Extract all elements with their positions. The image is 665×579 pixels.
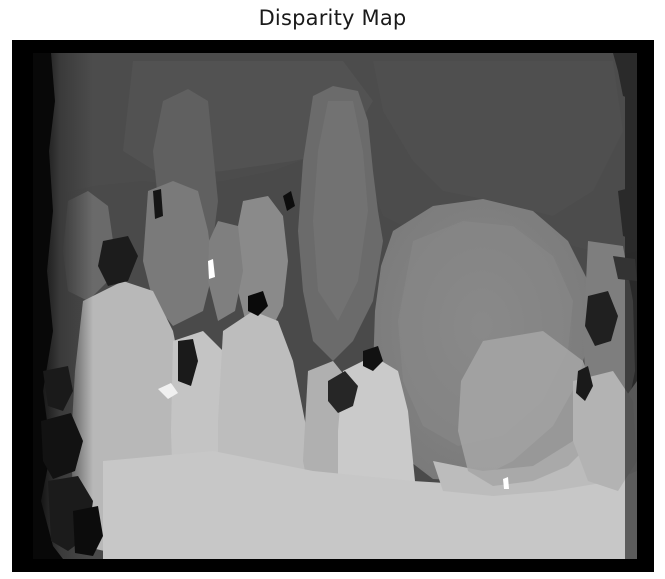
disparity-map-image bbox=[12, 40, 654, 572]
disparity-map-graphic bbox=[13, 41, 653, 571]
figure-title: Disparity Map bbox=[258, 6, 407, 30]
